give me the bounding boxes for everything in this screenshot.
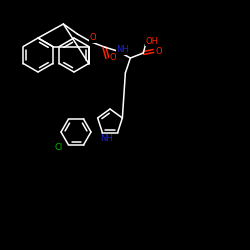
Text: NH: NH <box>100 134 113 143</box>
Text: OH: OH <box>146 36 159 46</box>
Text: O: O <box>109 54 116 62</box>
Text: O: O <box>89 34 96 42</box>
Text: Cl: Cl <box>54 144 62 152</box>
Text: O: O <box>155 46 162 56</box>
Text: NH: NH <box>116 46 129 54</box>
